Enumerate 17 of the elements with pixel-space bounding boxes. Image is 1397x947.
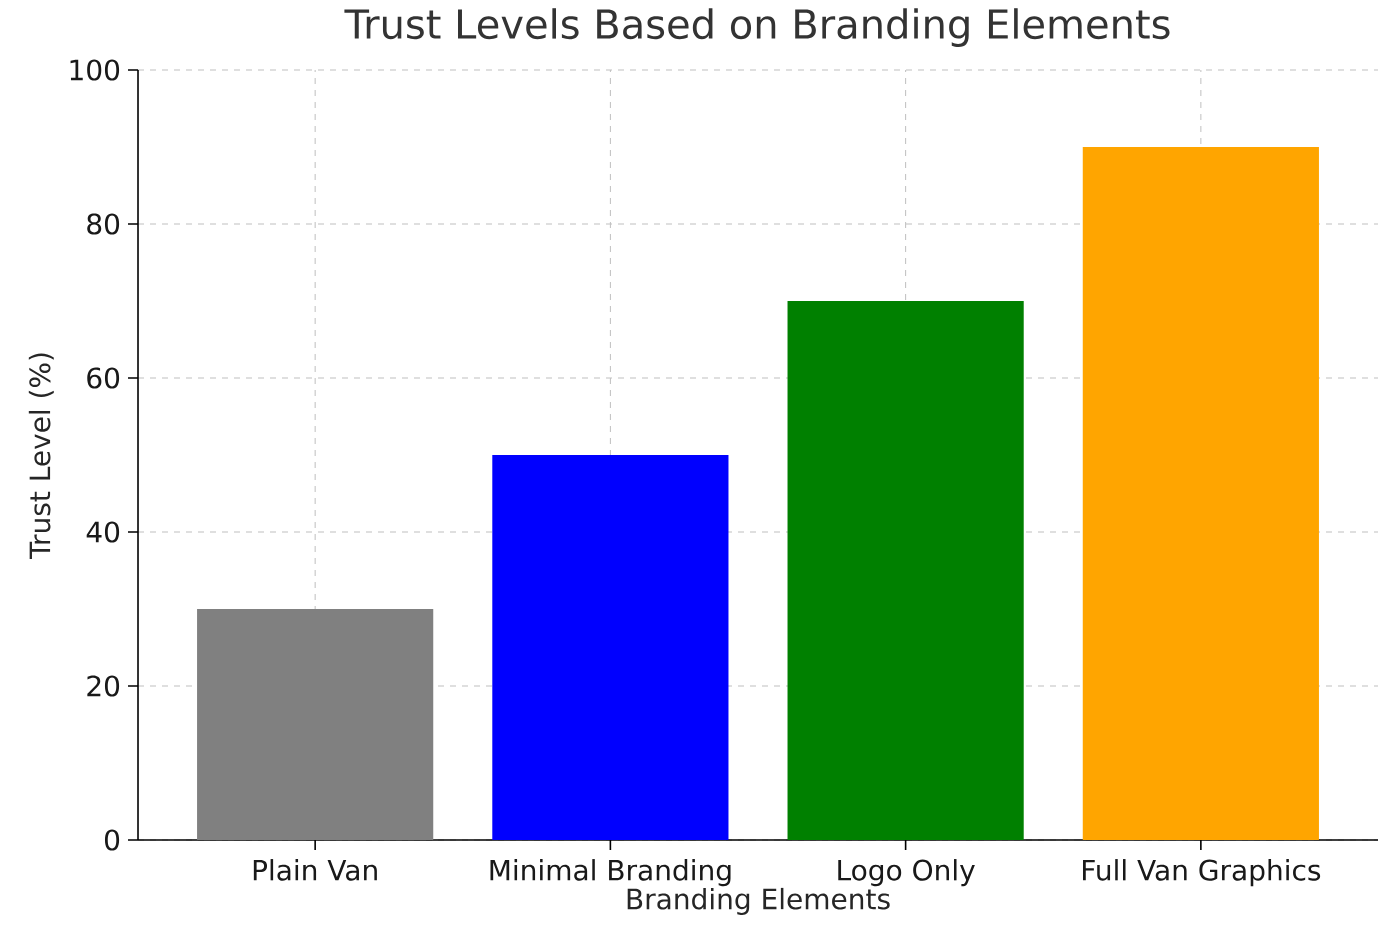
y-tick-label: 60 <box>87 367 120 389</box>
x-axis-title: Branding Elements <box>627 887 890 915</box>
bar <box>197 608 434 840</box>
bar <box>1082 146 1319 840</box>
y-axis-title: Trust Level (%) <box>28 353 54 560</box>
y-tick-label: 0 <box>104 829 120 851</box>
y-tick-label: 100 <box>70 59 120 81</box>
x-tick-label: Logo Only <box>838 859 975 887</box>
x-tick-label: Plain Van <box>253 859 377 881</box>
bar <box>787 300 1024 840</box>
bar <box>492 454 729 840</box>
y-tick-label: 80 <box>87 213 120 235</box>
chart-title: Trust Levels Based on Branding Elements <box>344 8 1170 47</box>
y-tick-label: 20 <box>87 675 120 697</box>
y-tick-label: 40 <box>86 521 120 543</box>
x-tick-label: Minimal Branding <box>490 859 731 887</box>
x-tick-label: Full Van Graphics <box>1083 859 1321 887</box>
